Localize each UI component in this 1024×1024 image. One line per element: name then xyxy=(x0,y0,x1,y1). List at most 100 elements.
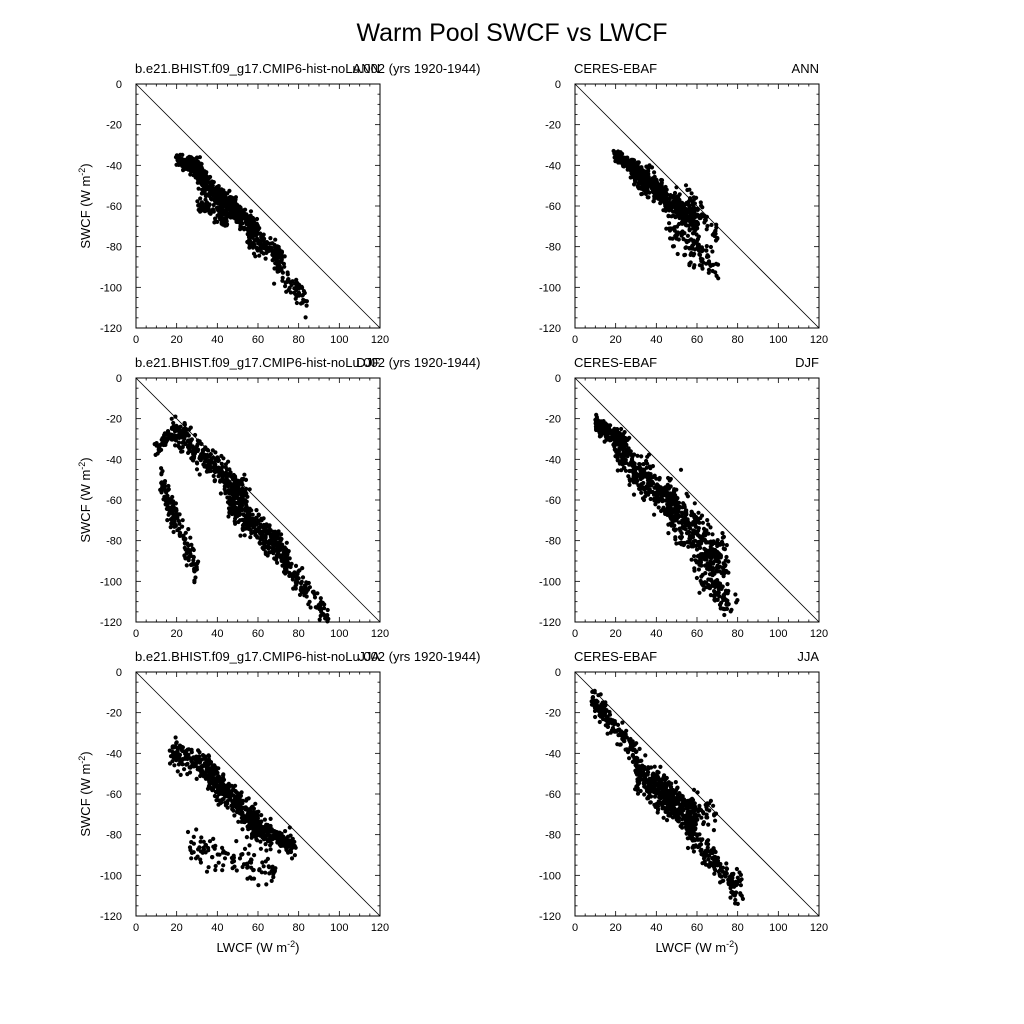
scatter-point xyxy=(680,505,685,510)
scatter-point xyxy=(268,847,273,852)
scatter-point xyxy=(713,555,718,560)
scatter-point xyxy=(226,514,231,519)
scatter-point xyxy=(710,532,715,537)
scatter-point xyxy=(243,477,249,482)
scatter-point xyxy=(623,468,629,473)
scatter-point xyxy=(646,471,651,476)
scatter-point xyxy=(691,265,697,270)
scatter-point xyxy=(176,440,182,445)
scatter-point xyxy=(278,555,283,560)
scatter-point xyxy=(694,575,700,581)
scatter-point xyxy=(320,600,325,606)
scatter-point xyxy=(318,596,323,601)
x-tick-label: 40 xyxy=(211,922,223,934)
scatter-point xyxy=(276,529,281,534)
scatter-point xyxy=(220,195,225,200)
scatter-point xyxy=(239,487,244,492)
scatter-point xyxy=(267,523,272,528)
scatter-point xyxy=(641,188,647,193)
scatter-point xyxy=(263,539,269,544)
scatter-point xyxy=(654,499,659,504)
scatter-point xyxy=(725,582,730,587)
scatter-point xyxy=(686,544,691,549)
scatter-point xyxy=(221,216,226,221)
scatter-point xyxy=(282,549,287,555)
scatter-point xyxy=(211,209,216,214)
y-tick-label: -100 xyxy=(100,870,122,882)
scatter-point xyxy=(644,164,649,169)
scatter-point xyxy=(233,214,238,219)
scatter-point xyxy=(193,856,199,861)
scatter-point xyxy=(599,426,605,431)
x-tick-label: 80 xyxy=(293,628,305,640)
scatter-point xyxy=(232,788,237,793)
scatter-point xyxy=(299,579,304,584)
scatter-point xyxy=(185,761,190,766)
scatter-point xyxy=(195,448,200,453)
scatter-point xyxy=(654,484,659,489)
scatter-point xyxy=(256,518,261,524)
scatter-point xyxy=(625,447,630,452)
scatter-point xyxy=(704,227,709,232)
scatter-point xyxy=(630,173,635,178)
scatter-point xyxy=(247,218,252,223)
scatter-point xyxy=(180,524,185,529)
scatter-point xyxy=(230,477,235,482)
x-tick-label: 120 xyxy=(810,628,828,640)
scatter-point xyxy=(221,456,226,461)
scatter-point xyxy=(166,487,171,492)
scatter-point xyxy=(696,242,701,247)
scatter-point xyxy=(322,606,327,611)
scatter-point xyxy=(199,181,204,186)
scatter-point xyxy=(252,853,257,858)
x-tick-label: 100 xyxy=(769,334,787,346)
scatter-point xyxy=(683,245,688,250)
scatter-point xyxy=(190,165,195,170)
scatter-point xyxy=(188,535,193,540)
scatter-point xyxy=(284,847,289,853)
scatter-point xyxy=(657,490,662,495)
scatter-point xyxy=(277,849,282,854)
scatter-point xyxy=(248,239,253,244)
y-tick-label: -80 xyxy=(106,536,122,548)
scatter-point xyxy=(182,554,187,559)
scatter-point xyxy=(299,585,304,590)
scatter-point xyxy=(212,783,217,788)
scatter-point xyxy=(683,183,689,188)
scatter-point xyxy=(685,522,690,528)
scatter-point xyxy=(165,518,170,523)
scatter-point xyxy=(667,221,672,226)
scatter-point xyxy=(720,535,726,540)
scatter-point xyxy=(280,275,285,280)
scatter-point xyxy=(644,484,650,489)
scatter-point xyxy=(220,850,226,855)
scatter-point xyxy=(248,535,253,540)
panel-season-label: ANN xyxy=(792,61,819,76)
scatter-point xyxy=(220,788,225,793)
scatter-point xyxy=(700,552,705,557)
x-tick-label: 40 xyxy=(211,334,223,346)
scatter-point xyxy=(223,462,228,467)
scatter-point xyxy=(687,203,692,208)
y-tick-label: -20 xyxy=(106,120,122,132)
scatter-point xyxy=(244,514,249,519)
scatter-point xyxy=(214,770,219,775)
scatter-point xyxy=(194,159,199,164)
scatter-point xyxy=(215,186,220,191)
scatter-point xyxy=(211,473,216,479)
scatter-point xyxy=(650,176,655,182)
y-tick-label: -80 xyxy=(106,242,122,254)
scatter-point xyxy=(318,613,323,619)
scatter-point xyxy=(695,237,701,242)
scatter-point xyxy=(293,296,298,301)
x-tick-label: 100 xyxy=(769,628,787,640)
y-tick-label: -20 xyxy=(106,414,122,426)
scatter-point xyxy=(315,591,320,596)
scatter-point xyxy=(248,209,254,214)
scatter-point xyxy=(159,472,164,477)
y-tick-label: -120 xyxy=(100,323,122,335)
scatter-point xyxy=(210,855,215,860)
scatter-point xyxy=(215,467,220,472)
scatter-point xyxy=(267,545,272,550)
scatter-point xyxy=(708,525,713,530)
